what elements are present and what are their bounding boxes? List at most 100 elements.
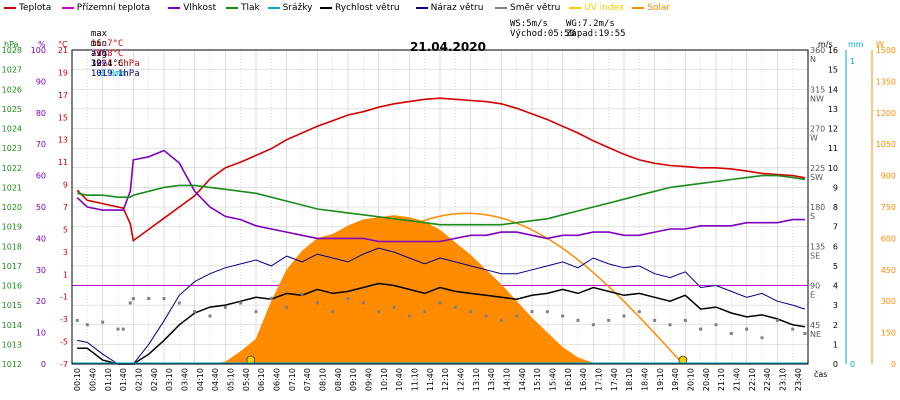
legend-swatch bbox=[632, 6, 645, 9]
ms-tick-label: 11 bbox=[828, 144, 838, 153]
dir-tick-value: 90 bbox=[810, 282, 820, 291]
stats-max: max 16.7°C 71% 1021.6hPa 0.0mm bbox=[80, 19, 140, 79]
wind-direction-point bbox=[803, 331, 807, 335]
legend-item: Náraz větru bbox=[415, 3, 484, 13]
time-tick-label: 16:40 bbox=[579, 368, 588, 391]
ms-tick-label: 9 bbox=[833, 183, 838, 192]
legend-item: UV index bbox=[569, 3, 624, 13]
wind-direction-point bbox=[346, 297, 350, 301]
w-tick-label: 1200 bbox=[876, 109, 896, 118]
time-tick-label: 12:10 bbox=[441, 368, 450, 391]
ms-tick-label: 8 bbox=[833, 203, 838, 212]
wind-direction-point bbox=[714, 323, 718, 327]
stats-max-temp: 16.7°C bbox=[90, 39, 124, 49]
legend-swatch bbox=[226, 6, 238, 9]
wind-direction-point bbox=[162, 297, 166, 301]
legend-item: Přízemní teplota bbox=[61, 3, 151, 13]
legend-swatch bbox=[4, 6, 16, 9]
stats-avg-temp: 12.4°C bbox=[90, 59, 124, 69]
ms-tick-label: 7 bbox=[833, 223, 838, 232]
hpa-tick-label: 1018 bbox=[2, 242, 22, 251]
degc-tick-label: -3 bbox=[60, 315, 68, 324]
chart-title: 21.04.2020 bbox=[410, 40, 486, 54]
legend-label: Vlhkost bbox=[183, 3, 217, 13]
wind-direction-point bbox=[668, 323, 672, 327]
legend-item: Vlhkost bbox=[168, 3, 216, 13]
ms-tick-label: 14 bbox=[828, 85, 838, 94]
legend-item: Směr větru bbox=[495, 3, 560, 13]
hpa-tick-label: 1013 bbox=[2, 340, 22, 349]
w-tick-label: 1050 bbox=[876, 140, 896, 149]
wind-direction-point bbox=[438, 301, 442, 305]
wind-direction-point bbox=[147, 297, 151, 301]
wind-direction-point bbox=[331, 310, 335, 314]
time-tick-label: 09:40 bbox=[364, 368, 373, 391]
time-tick-label: 23:40 bbox=[794, 368, 803, 391]
degc-tick-label: 11 bbox=[58, 158, 68, 167]
pct-tick-label: 90 bbox=[36, 77, 46, 86]
wind-direction-point bbox=[515, 314, 519, 318]
stats-min-temp: 3.8°C bbox=[90, 49, 124, 59]
stats-avg: avg 12.4°C bbox=[80, 39, 124, 69]
time-tick-label: 08:40 bbox=[334, 368, 343, 391]
mm-tick-label: 0 bbox=[850, 360, 855, 369]
hpa-tick-label: 1012 bbox=[2, 360, 22, 369]
hpa-tick-label: 1017 bbox=[2, 262, 22, 271]
unit-degc: °C bbox=[58, 40, 68, 49]
legend-swatch bbox=[495, 6, 507, 9]
ms-tick-label: 1 bbox=[833, 340, 838, 349]
time-tick-label: 10:10 bbox=[380, 368, 389, 391]
ms-tick-label: 10 bbox=[828, 164, 838, 173]
time-tick-label: 16:10 bbox=[564, 368, 573, 391]
degc-tick-label: -1 bbox=[60, 293, 68, 302]
unit-w: W bbox=[876, 40, 884, 49]
wind-direction-point bbox=[423, 310, 427, 314]
mm-tick-label: 1 bbox=[850, 57, 855, 66]
legend-label: Přízemní teplota bbox=[76, 3, 151, 13]
w-tick-label: 0 bbox=[891, 360, 896, 369]
hpa-tick-label: 1019 bbox=[2, 223, 22, 232]
wind-direction-point bbox=[75, 318, 79, 322]
chart-legend: Teplota Přízemní teplota Vlhkost Tlak Srážky… bbox=[0, 0, 900, 16]
legend-swatch bbox=[569, 6, 581, 9]
hpa-tick-label: 1025 bbox=[2, 105, 22, 114]
pct-tick-label: 20 bbox=[36, 297, 46, 306]
time-tick-label: 15:40 bbox=[548, 368, 557, 391]
time-tick-label: 23:10 bbox=[778, 368, 787, 391]
wind-direction-point bbox=[116, 327, 120, 331]
degc-tick-label: 5 bbox=[63, 225, 68, 234]
pct-tick-label: 30 bbox=[36, 266, 46, 275]
hpa-tick-label: 1016 bbox=[2, 282, 22, 291]
time-tick-label: 19:40 bbox=[671, 368, 680, 391]
wind-direction-point bbox=[653, 318, 657, 322]
ms-tick-label: 5 bbox=[833, 262, 838, 271]
wind-direction-point bbox=[121, 327, 125, 331]
dir-tick-name: NE bbox=[810, 330, 821, 339]
wind-direction-point bbox=[607, 318, 611, 322]
stats-max-hum: 71% bbox=[90, 49, 108, 59]
pct-tick-label: 80 bbox=[36, 109, 46, 118]
time-tick-label: 01:40 bbox=[119, 368, 128, 391]
time-tick-label: 18:40 bbox=[640, 368, 649, 391]
hpa-tick-label: 1028 bbox=[2, 46, 22, 55]
solar-theoretical-curve bbox=[250, 212, 684, 365]
time-tick-label: 08:10 bbox=[318, 368, 327, 391]
pct-tick-label: 60 bbox=[36, 172, 46, 181]
degc-tick-label: -5 bbox=[60, 338, 68, 347]
pct-tick-label: 10 bbox=[36, 329, 46, 338]
degc-tick-label: 1 bbox=[63, 270, 68, 279]
wind-direction-point bbox=[699, 327, 703, 331]
pct-tick-label: 0 bbox=[41, 360, 46, 369]
legend-label: Náraz větru bbox=[430, 3, 484, 13]
time-tick-label: 03:40 bbox=[180, 368, 189, 391]
sunset-value: Západ:19:55 bbox=[566, 29, 626, 39]
stats-avg-label: avg bbox=[90, 49, 108, 59]
wind-direction-point bbox=[637, 310, 641, 314]
series-line-3 bbox=[77, 282, 806, 365]
unit-pct: % bbox=[38, 40, 46, 49]
dir-tick-name: NW bbox=[810, 94, 824, 103]
wind-direction-point bbox=[269, 297, 273, 301]
wind-direction-point bbox=[223, 305, 227, 309]
ms-tick-label: 2 bbox=[833, 321, 838, 330]
